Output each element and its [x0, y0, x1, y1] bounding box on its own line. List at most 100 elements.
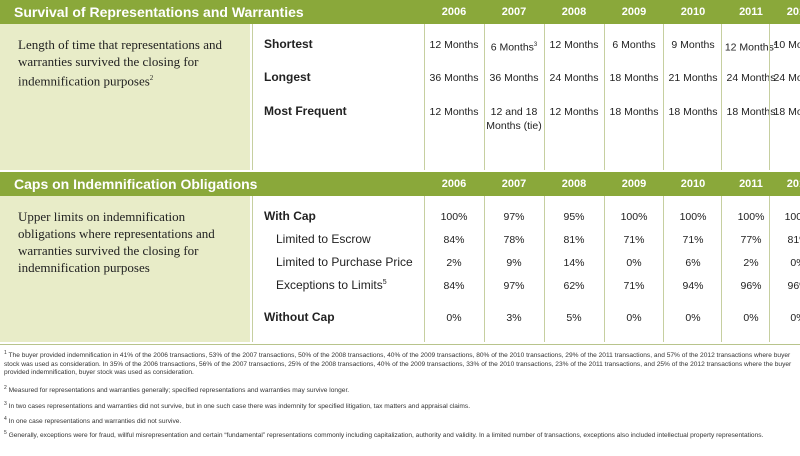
year-header: 2011: [739, 6, 763, 18]
section1-title: Survival of Representations and Warranti…: [14, 4, 304, 20]
table-cell: 0%: [790, 257, 800, 269]
column-divider: [769, 24, 770, 170]
column-divider: [424, 24, 425, 170]
table-cell: 71%: [623, 280, 645, 292]
table-cell: 18 Months: [605, 105, 663, 119]
column-divider: [604, 24, 605, 170]
table-cell: 97%: [503, 211, 525, 223]
table-cell: 6 Months: [605, 38, 663, 52]
table-cell: 6 Months3: [485, 38, 543, 55]
table-cell: 100%: [737, 211, 765, 223]
year-header: 2006: [441, 6, 467, 18]
column-divider: [663, 196, 664, 342]
table-cell: 12 Months: [545, 38, 603, 52]
table-cell: 6%: [685, 257, 701, 269]
footnote-text: Measured for representations and warrant…: [6, 387, 350, 395]
cell-value: 21 Months: [668, 72, 718, 84]
row-label: Longest: [264, 70, 311, 84]
row-label-text: With Cap: [264, 209, 316, 223]
row-label: Most Frequent: [264, 104, 347, 118]
cell-value: 9 Months: [671, 39, 715, 51]
table-cell: 21 Months: [664, 71, 722, 85]
footnote-text: In one case representations and warranti…: [6, 418, 182, 426]
cell-value: 12 Months: [724, 41, 774, 54]
section1-body: Length of time that representations and …: [0, 24, 800, 170]
footnote: 5 Generally, exceptions were for fraud, …: [4, 429, 794, 441]
table-cell: 5%: [566, 312, 582, 324]
column-divider: [604, 196, 605, 342]
table-cell: 18 Months: [722, 105, 780, 119]
table-cell: 24 Months: [770, 71, 800, 85]
row-label: Exceptions to Limits5: [276, 278, 387, 292]
table-cell: 12 Months: [425, 105, 483, 119]
row-label: Limited to Purchase Price: [276, 255, 413, 269]
row-label-text: Limited to Purchase Price: [276, 255, 413, 269]
column-divider: [663, 24, 664, 170]
table-cell: 100%: [679, 211, 707, 223]
footnote-number: 2: [4, 385, 7, 391]
column-divider: [721, 196, 722, 342]
table-cell: 18 Months: [770, 105, 800, 119]
row-label: Without Cap: [264, 310, 335, 324]
table-cell: 0%: [626, 312, 642, 324]
section2-body: Upper limits on indemnification obligati…: [0, 196, 800, 342]
year-header: 2008: [561, 6, 587, 18]
table-cell: 2%: [446, 257, 462, 269]
footnote-number: 4: [4, 416, 7, 422]
table-cell: 0%: [685, 312, 701, 324]
cell-value: 12 Months: [429, 39, 479, 51]
table-cell: 12 Months: [425, 38, 483, 52]
table-cell: 96%: [740, 280, 762, 292]
table-cell: 97%: [503, 280, 525, 292]
section2-description: Upper limits on indemnification obligati…: [18, 209, 215, 275]
cell-value: 36 Months: [429, 72, 479, 84]
table-cell: 14%: [563, 257, 585, 269]
table-cell: 96%: [787, 280, 800, 292]
year-header: 2006: [441, 178, 467, 190]
column-divider: [769, 196, 770, 342]
table-cell: 95%: [563, 211, 585, 223]
table-cell: 62%: [563, 280, 585, 292]
cell-value: 18 Months: [773, 106, 800, 118]
cell-value: 18 Months: [609, 106, 659, 118]
cell-value: 24 Months: [549, 72, 599, 84]
cell-value: 6 Months: [490, 41, 534, 54]
column-divider: [484, 196, 485, 342]
footnote-text: Generally, exceptions were for fraud, wi…: [6, 432, 764, 440]
table-cell: 71%: [623, 234, 645, 246]
table-cell: 12 and 18 Months (tie): [485, 105, 543, 133]
table-cell: 0%: [446, 312, 462, 324]
column-divider: [252, 196, 253, 342]
table-cell: 10 Months: [770, 38, 800, 52]
row-label-text: Limited to Escrow: [276, 232, 371, 246]
footnote: 2 Measured for representations and warra…: [4, 384, 794, 396]
table-cell: 12 Months: [545, 105, 603, 119]
table-cell: 100%: [620, 211, 648, 223]
table-cell: 78%: [503, 234, 525, 246]
table-cell: 0%: [626, 257, 642, 269]
footnote-text: The buyer provided indemnification in 41…: [4, 352, 792, 377]
cell-value: 24 Months: [773, 72, 800, 84]
section2-header: Caps on Indemnification Obligations 2006…: [0, 172, 800, 196]
table-cell: 12 Months4: [722, 38, 780, 55]
row-label-text: Exceptions to Limits: [276, 278, 383, 292]
year-header: 2011: [739, 178, 763, 190]
table-cell: 71%: [682, 234, 704, 246]
table-cell: 9%: [506, 257, 522, 269]
table-cell: 2%: [743, 257, 759, 269]
cell-value: 36 Months: [489, 72, 539, 84]
section1-description-panel: Length of time that representations and …: [0, 24, 251, 170]
table-cell: 100%: [784, 211, 800, 223]
row-label: Shortest: [264, 37, 313, 51]
cell-value: 12 Months: [549, 106, 599, 118]
year-header: 2010: [680, 178, 706, 190]
footnote-number: 1: [4, 350, 7, 356]
cell-value: 6 Months: [612, 39, 656, 51]
table-cell: 81%: [563, 234, 585, 246]
table-cell: 3%: [506, 312, 522, 324]
year-header: 2012: [786, 6, 800, 18]
section1-header: Survival of Representations and Warranti…: [0, 0, 800, 24]
year-header: 2008: [561, 178, 587, 190]
year-header: 2009: [621, 178, 647, 190]
table-cell: 94%: [682, 280, 704, 292]
